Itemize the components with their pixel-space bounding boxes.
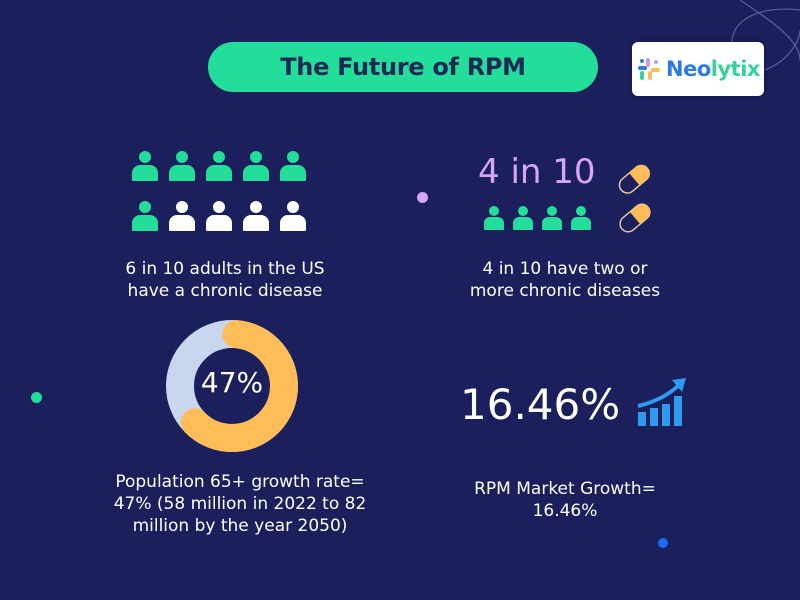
logo-card: Neolytix: [632, 42, 764, 96]
chronic-adults-caption: 6 in 10 adults in the US have a chronic …: [125, 259, 325, 301]
neolytix-logo-icon: [638, 58, 661, 80]
person-icon: [280, 201, 306, 231]
person-icon: [280, 151, 306, 181]
person-icon: [169, 151, 195, 181]
multiple-chronic-caption: 4 in 10 have two or more chronic disease…: [469, 259, 661, 301]
title-banner: The Future of RPM: [208, 42, 598, 92]
person-icon: [132, 201, 158, 231]
decorative-dot-lavender: [417, 192, 428, 203]
pill-icon: [618, 164, 651, 233]
person-icon: [132, 151, 158, 181]
person-icon: [206, 151, 232, 181]
person-icon: [571, 206, 591, 230]
person-icon: [206, 201, 232, 231]
person-icon: [169, 201, 195, 231]
decorative-dot-blue: [658, 538, 668, 548]
people-row-2: [132, 201, 306, 231]
population-donut-chart: [166, 320, 298, 452]
person-icon: [243, 151, 269, 181]
population-growth-caption: Population 65+ growth rate= 47% (58 mill…: [113, 472, 367, 536]
person-icon: [243, 201, 269, 231]
market-growth-value: 16.46%: [460, 380, 621, 429]
person-icon: [542, 206, 562, 230]
chronic-adults-icons: [132, 151, 306, 231]
market-growth-caption: RPM Market Growth= 16.46%: [474, 479, 656, 521]
people-row-1: [132, 151, 306, 181]
decorative-dot-green: [31, 392, 42, 403]
person-icon: [513, 206, 533, 230]
person-icon: [484, 206, 504, 230]
population-donut-value: 47%: [200, 366, 264, 399]
growth-chart-icon: [637, 378, 686, 426]
logo-wordmark: Neolytix: [666, 57, 760, 81]
multiple-chronic-headline: 4 in 10: [478, 152, 596, 192]
page-title: The Future of RPM: [280, 53, 526, 81]
multiple-chronic-icons: [484, 206, 591, 230]
